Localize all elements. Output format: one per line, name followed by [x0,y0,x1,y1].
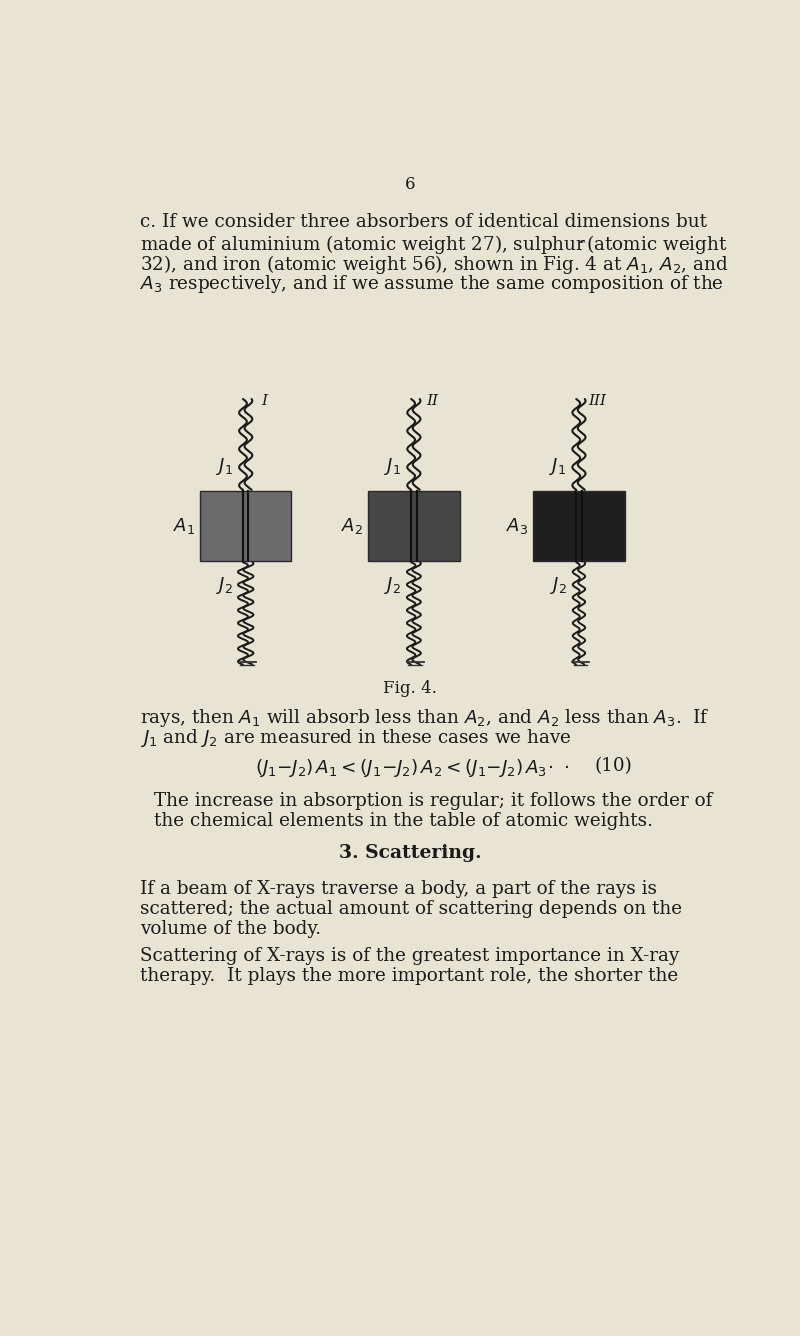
Text: $(J_1{-}J_2)\,A_1 < (J_1{-}J_2)\,A_2 < (J_1{-}J_2)\,A_3\!\cdot$: $(J_1{-}J_2)\,A_1 < (J_1{-}J_2)\,A_2 < (… [255,758,553,779]
Text: (10): (10) [594,758,632,775]
Text: 6: 6 [405,176,415,194]
Text: $A_1$: $A_1$ [173,516,195,536]
Text: Fig. 4.: Fig. 4. [383,680,437,697]
Text: $A_2$: $A_2$ [342,516,363,536]
Bar [534,492,625,561]
Text: $J_2$: $J_2$ [550,574,566,596]
Text: made of aluminium (atomic weight 27), sulphur$\!\!^{\bf .}$(atomic weight: made of aluminium (atomic weight 27), su… [140,232,728,255]
Text: $A_3$: $A_3$ [506,516,529,536]
Text: If a beam of X-rays traverse a body, a part of the rays is: If a beam of X-rays traverse a body, a p… [140,879,658,898]
Text: II: II [426,394,438,407]
Text: I: I [262,394,267,407]
Text: 32), and iron (atomic weight 56), shown in Fig. 4 at $A_1$, $A_2$, and: 32), and iron (atomic weight 56), shown … [140,253,729,275]
Text: $\cdot$: $\cdot$ [563,758,570,775]
Text: the chemical elements in the table of atomic weights.: the chemical elements in the table of at… [154,812,654,830]
Text: scattered; the actual amount of scattering depends on the: scattered; the actual amount of scatteri… [140,899,682,918]
Text: $A_3$ respectively, and if we assume the same composition of the: $A_3$ respectively, and if we assume the… [140,273,724,295]
Bar [200,492,291,561]
Text: $J_1$: $J_1$ [384,457,402,477]
Text: $J_1$ and $J_2$ are measured in these cases we have: $J_1$ and $J_2$ are measured in these ca… [140,727,572,749]
Text: The increase in absorption is regular; it follows the order of: The increase in absorption is regular; i… [154,792,713,810]
Text: 3. Scattering.: 3. Scattering. [338,844,482,862]
Text: $J_1$: $J_1$ [550,457,566,477]
Text: $J_1$: $J_1$ [216,457,234,477]
Text: volume of the body.: volume of the body. [140,919,322,938]
Text: therapy.  It plays the more important role, the shorter the: therapy. It plays the more important rol… [140,967,678,985]
Text: $J_2$: $J_2$ [216,574,234,596]
Text: III: III [589,394,606,407]
Text: Scattering of X-rays is of the greatest importance in X-ray: Scattering of X-rays is of the greatest … [140,947,679,965]
Bar [368,492,459,561]
Text: c. If we consider three absorbers of identical dimensions but: c. If we consider three absorbers of ide… [140,212,707,231]
Text: $J_2$: $J_2$ [385,574,402,596]
Text: rays, then $A_1$ will absorb less than $A_2$, and $A_2$ less than $A_3$.  If: rays, then $A_1$ will absorb less than $… [140,707,710,729]
